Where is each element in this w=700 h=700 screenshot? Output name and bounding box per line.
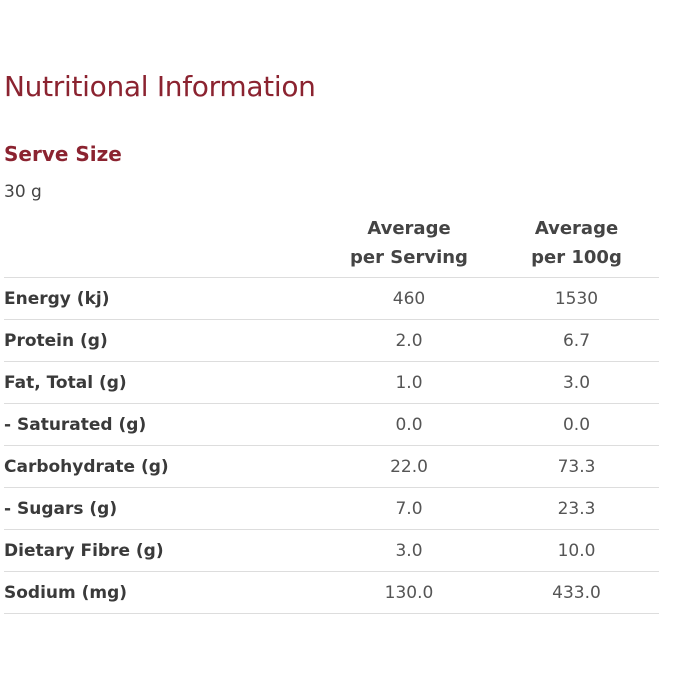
- per-serving-value: 22.0: [324, 445, 494, 488]
- per-serving-value: 130.0: [324, 571, 494, 614]
- per-serving-value: 0.0: [324, 403, 494, 446]
- nutrition-table: Average per Serving Average per 100g Ene…: [4, 212, 659, 614]
- nutrition-table-body: Energy (kj) 460 1530 Protein (g) 2.0 6.7 Fat, …: [4, 277, 659, 614]
- per-serving-value: 460: [324, 277, 494, 320]
- per-100g-value: 73.3: [494, 445, 659, 488]
- table-row: Protein (g) 2.0 6.7: [4, 319, 659, 362]
- table-header-row: Average per Serving Average per 100g: [4, 212, 659, 278]
- nutrient-name: Energy (kj): [4, 277, 324, 320]
- nutrient-name: - Sugars (g): [4, 487, 324, 530]
- per-100g-value: 1530: [494, 277, 659, 320]
- per-100g-value: 433.0: [494, 571, 659, 614]
- per-100g-value: 3.0: [494, 361, 659, 404]
- nutrient-name: Protein (g): [4, 319, 324, 362]
- table-row: Dietary Fibre (g) 3.0 10.0: [4, 529, 659, 572]
- per-100g-value: 10.0: [494, 529, 659, 572]
- nutrient-name: Fat, Total (g): [4, 361, 324, 404]
- header-per-serving: Average per Serving: [324, 212, 494, 278]
- per-serving-value: 7.0: [324, 487, 494, 530]
- table-row: - Sugars (g) 7.0 23.3: [4, 487, 659, 530]
- header-per-serving-line-1: Average: [367, 218, 451, 239]
- per-100g-value: 6.7: [494, 319, 659, 362]
- table-row: Sodium (mg) 130.0 433.0: [4, 571, 659, 614]
- per-serving-value: 3.0: [324, 529, 494, 572]
- nutrient-name: Dietary Fibre (g): [4, 529, 324, 572]
- per-100g-value: 23.3: [494, 487, 659, 530]
- table-row: Carbohydrate (g) 22.0 73.3: [4, 445, 659, 488]
- table-row: Energy (kj) 460 1530: [4, 277, 659, 320]
- header-per-100g: Average per 100g: [494, 212, 659, 278]
- nutrient-name: Carbohydrate (g): [4, 445, 324, 488]
- header-nutrient: [4, 212, 324, 278]
- per-100g-value: 0.0: [494, 403, 659, 446]
- header-per-serving-line-2: per Serving: [350, 247, 468, 268]
- per-serving-value: 1.0: [324, 361, 494, 404]
- header-per-100g-line-2: per 100g: [531, 247, 622, 268]
- serve-size-heading: Serve Size: [4, 142, 122, 166]
- table-row: Fat, Total (g) 1.0 3.0: [4, 361, 659, 404]
- page-title: Nutritional Information: [4, 70, 316, 103]
- nutrient-name: - Saturated (g): [4, 403, 324, 446]
- serve-size-value: 30 g: [4, 182, 42, 202]
- table-row: - Saturated (g) 0.0 0.0: [4, 403, 659, 446]
- nutrient-name: Sodium (mg): [4, 571, 324, 614]
- header-per-100g-line-1: Average: [534, 218, 619, 239]
- per-serving-value: 2.0: [324, 319, 494, 362]
